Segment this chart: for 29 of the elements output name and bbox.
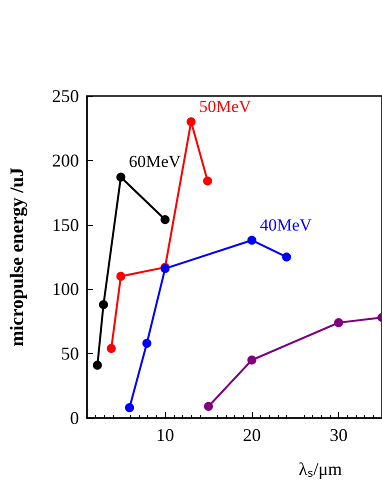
x-tick-label: 10 bbox=[156, 425, 174, 445]
y-tick-label: 100 bbox=[52, 279, 79, 300]
x-tick-label: 20 bbox=[242, 425, 261, 445]
series-label: 40MeV bbox=[260, 215, 313, 234]
y-axis-title: micropulse energy /uJ bbox=[7, 167, 28, 347]
point bbox=[204, 402, 213, 411]
point bbox=[334, 318, 344, 328]
point bbox=[98, 300, 108, 310]
y-tick-label: 250 bbox=[52, 86, 79, 106]
point bbox=[116, 172, 126, 182]
y-tick-label: 0 bbox=[70, 408, 79, 428]
point bbox=[247, 236, 256, 245]
point bbox=[282, 252, 292, 262]
x-tick-label: 30 bbox=[330, 425, 348, 445]
point bbox=[142, 338, 152, 348]
x-axis-title: λₛ/μm bbox=[298, 459, 342, 479]
point bbox=[106, 344, 116, 353]
point bbox=[125, 403, 134, 412]
point bbox=[247, 356, 256, 365]
y-tick-label: 50 bbox=[61, 344, 79, 364]
series-label: 60MeV bbox=[128, 152, 182, 172]
point bbox=[116, 272, 126, 281]
y-tick-label: 150 bbox=[52, 214, 79, 235]
point bbox=[160, 215, 170, 224]
series-label: 50MeV bbox=[199, 96, 252, 116]
point bbox=[92, 360, 102, 370]
point bbox=[186, 117, 196, 126]
y-tick-label: 200 bbox=[52, 150, 79, 170]
point bbox=[203, 176, 212, 186]
